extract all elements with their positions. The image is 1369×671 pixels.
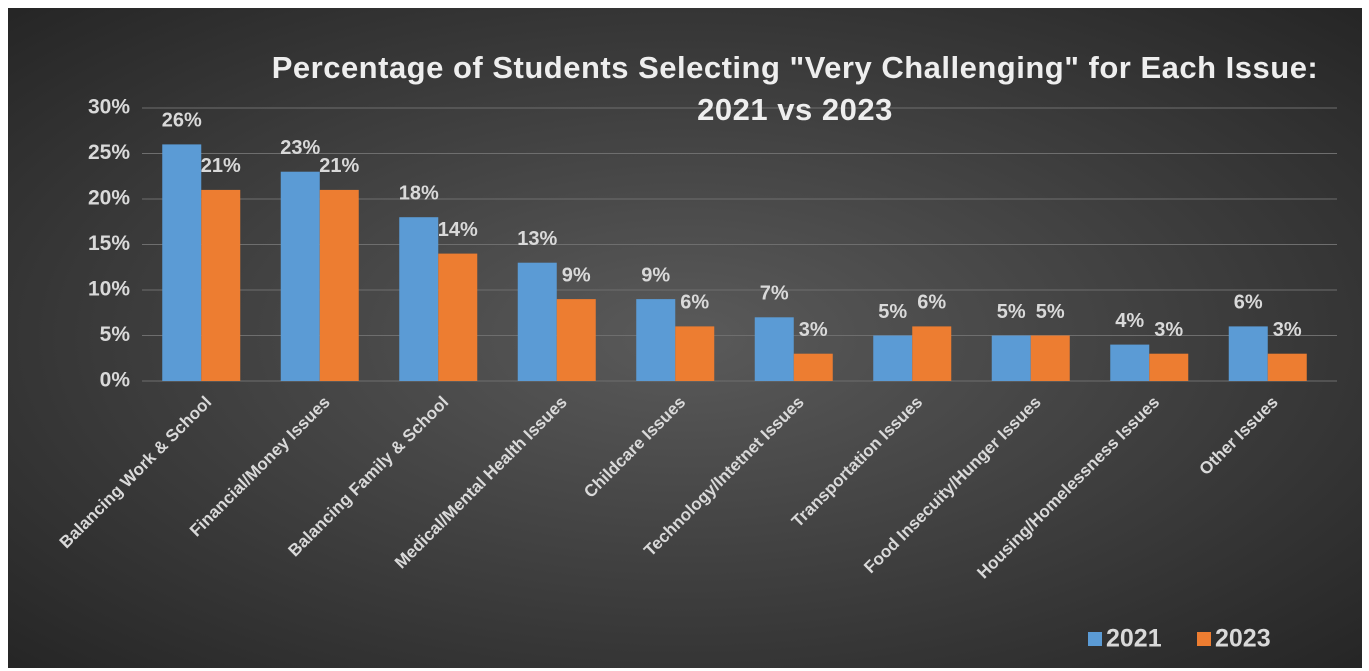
legend-swatch [1088, 632, 1102, 646]
chart-title: Percentage of Students Selecting "Very C… [271, 50, 1319, 127]
bar [162, 144, 202, 381]
value-label: 18% [399, 182, 439, 204]
bar [1267, 353, 1307, 381]
value-label: 9% [641, 264, 670, 286]
y-tick-label: 5% [100, 323, 131, 346]
y-tick-label: 15% [88, 232, 130, 255]
value-label: 6% [1234, 292, 1263, 314]
bar [280, 171, 320, 381]
bar [912, 326, 952, 381]
bar [201, 189, 241, 381]
bar [991, 335, 1031, 381]
bar [636, 299, 676, 381]
legend-label: 2021 [1106, 625, 1162, 653]
bar [1149, 353, 1189, 381]
legend-label: 2023 [1215, 625, 1271, 653]
bar [873, 335, 913, 381]
y-tick-label: 30% [88, 96, 130, 119]
y-tick-label: 10% [88, 278, 130, 301]
value-label: 21% [201, 155, 241, 177]
bar [793, 353, 833, 381]
value-label: 4% [1115, 310, 1144, 332]
bar [556, 299, 596, 381]
value-label: 6% [680, 292, 709, 314]
value-label: 3% [1154, 319, 1183, 341]
value-label: 26% [162, 110, 202, 132]
y-tick-label: 0% [100, 369, 131, 392]
bar [1030, 335, 1070, 381]
value-label: 5% [1036, 301, 1065, 323]
value-label: 6% [917, 292, 946, 314]
value-label: 14% [438, 219, 478, 241]
value-label: 5% [878, 301, 907, 323]
bar [399, 217, 439, 381]
bar [1110, 344, 1150, 381]
bar [754, 317, 794, 381]
value-label: 23% [280, 137, 320, 159]
value-label: 7% [760, 283, 789, 305]
value-label: 9% [562, 264, 591, 286]
bar [1228, 326, 1268, 381]
y-tick-label: 25% [88, 141, 130, 164]
bar [319, 189, 359, 381]
bar [675, 326, 715, 381]
value-label: 13% [517, 228, 557, 250]
value-label: 3% [799, 319, 828, 341]
bar [517, 262, 557, 381]
value-label: 3% [1273, 319, 1302, 341]
bar [438, 253, 478, 381]
legend-swatch [1197, 632, 1211, 646]
value-label: 5% [997, 301, 1026, 323]
value-label: 21% [319, 155, 359, 177]
y-tick-label: 20% [88, 187, 130, 210]
